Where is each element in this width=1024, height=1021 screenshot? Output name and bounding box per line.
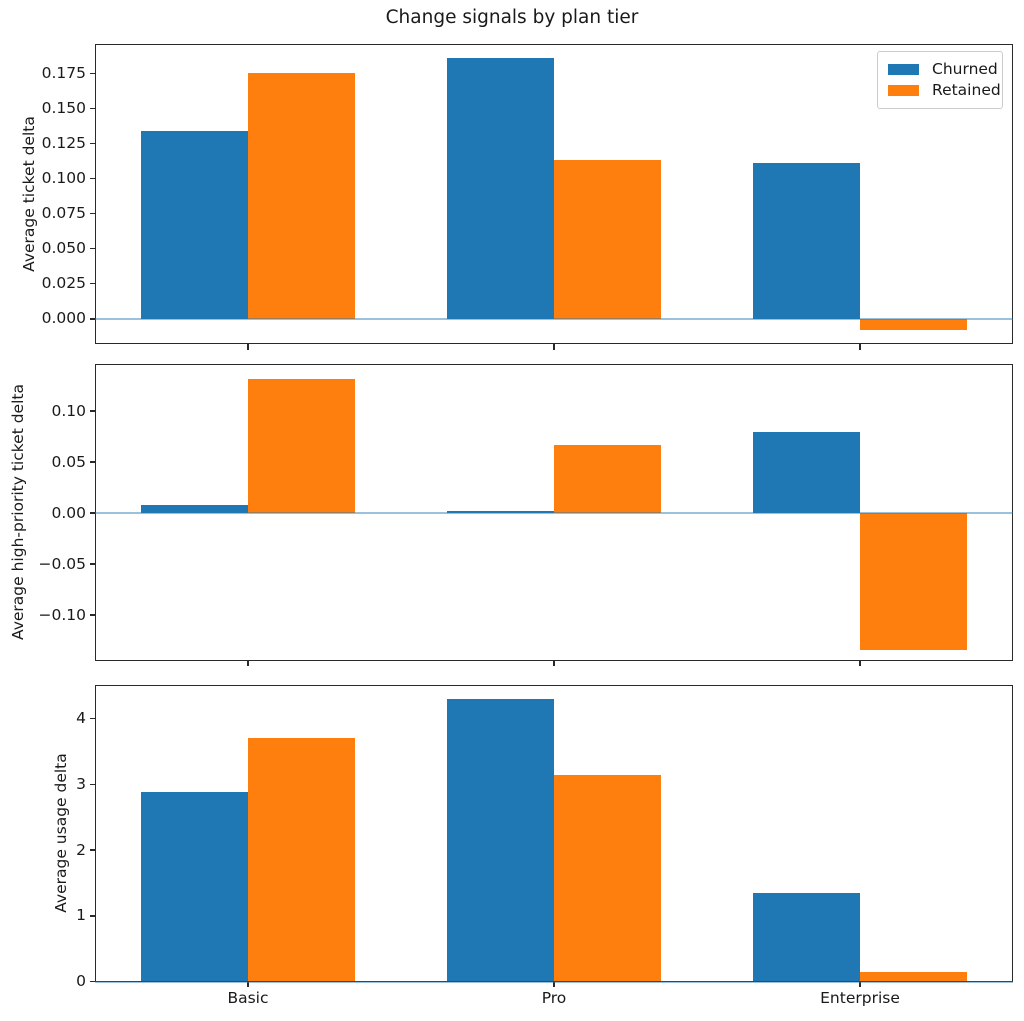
y-tick-label: 0.175 xyxy=(41,63,86,82)
bar-retained-basic xyxy=(248,73,356,319)
x-tick xyxy=(247,344,249,350)
bar-retained-basic xyxy=(248,738,356,982)
x-tick-label-pro: Pro xyxy=(541,988,567,1007)
y-tick xyxy=(89,142,95,145)
legend-label: Retained xyxy=(932,81,1001,99)
subplot-1-axes xyxy=(95,44,1013,344)
bar-churned-pro xyxy=(446,510,554,513)
y-tick-label: 0.050 xyxy=(41,239,86,258)
y-tick xyxy=(89,980,95,983)
bar-retained-enterprise xyxy=(860,972,968,982)
y-axis-label-subplot-2: Average high-priority ticket delta xyxy=(9,384,27,640)
x-tick xyxy=(859,660,861,666)
chart-title: Change signals by plan tier xyxy=(385,7,639,28)
bar-churned-enterprise xyxy=(752,892,860,982)
bar-churned-pro xyxy=(446,698,554,982)
x-tick xyxy=(247,981,249,987)
bar-churned-enterprise xyxy=(752,432,860,513)
bar-retained-enterprise xyxy=(860,318,968,330)
x-tick xyxy=(859,344,861,350)
bar-churned-pro xyxy=(446,58,554,319)
y-tick xyxy=(89,247,95,250)
y-tick-label: 0 xyxy=(76,972,86,990)
legend-swatch-retained xyxy=(888,85,919,96)
legend-swatch-churned xyxy=(888,64,919,75)
y-tick xyxy=(89,72,95,75)
y-tick-label: −0.05 xyxy=(38,554,87,573)
y-tick-label: 2 xyxy=(76,840,86,859)
y-tick xyxy=(89,717,95,720)
bar-retained-pro xyxy=(554,160,662,319)
y-tick-label: 0.025 xyxy=(41,274,86,293)
subplot-2-axes xyxy=(95,363,1013,661)
y-tick xyxy=(89,212,95,215)
y-tick xyxy=(89,177,95,180)
y-tick-label: 0.05 xyxy=(51,452,86,471)
x-tick xyxy=(859,981,861,987)
y-tick-label: 3 xyxy=(76,774,86,793)
x-tick xyxy=(553,344,555,350)
bar-churned-basic xyxy=(140,130,248,319)
zero-line xyxy=(95,512,1013,515)
y-tick-label: 1 xyxy=(76,906,86,925)
y-axis-label-subplot-1: Average ticket delta xyxy=(20,116,38,272)
bar-churned-enterprise xyxy=(752,163,860,319)
y-tick xyxy=(89,461,95,463)
x-tick-label-enterprise: Enterprise xyxy=(820,988,900,1007)
y-tick xyxy=(89,410,95,412)
y-tick xyxy=(89,318,95,320)
y-tick-label: 0.000 xyxy=(41,309,86,328)
bar-retained-basic xyxy=(248,379,356,513)
legend-label: Churned xyxy=(932,60,998,78)
x-tick xyxy=(553,981,555,987)
y-tick xyxy=(89,783,95,786)
x-tick-label-basic: Basic xyxy=(227,988,269,1007)
bar-retained-pro xyxy=(554,774,662,982)
y-tick xyxy=(89,563,95,565)
y-tick-label: 0.125 xyxy=(41,134,86,153)
y-tick-label: 0.00 xyxy=(51,503,86,522)
legend-item-retained: Retained xyxy=(888,81,1001,100)
y-tick-label: 0.150 xyxy=(41,98,86,117)
y-tick-label: −0.10 xyxy=(38,605,87,624)
bar-retained-enterprise xyxy=(860,513,968,650)
y-tick xyxy=(89,915,95,917)
y-axis-label-subplot-3: Average usage delta xyxy=(52,753,70,913)
bar-churned-basic xyxy=(140,791,248,982)
x-tick xyxy=(247,660,249,666)
y-tick xyxy=(89,107,95,110)
y-tick xyxy=(89,849,95,851)
y-tick-label: 0.10 xyxy=(51,401,86,420)
x-tick xyxy=(553,660,555,666)
zero-line xyxy=(95,317,1013,320)
bar-churned-basic xyxy=(140,504,248,514)
y-tick xyxy=(89,282,95,285)
legend: Churned Retained xyxy=(877,51,1003,109)
y-tick xyxy=(89,512,95,514)
y-tick-label: 0.100 xyxy=(41,169,86,188)
y-tick-label: 4 xyxy=(76,709,86,728)
legend-item-churned: Churned xyxy=(888,60,998,79)
y-tick xyxy=(89,614,95,616)
zero-line xyxy=(95,980,1013,983)
bar-retained-pro xyxy=(554,444,662,513)
y-tick-label: 0.075 xyxy=(41,204,86,223)
